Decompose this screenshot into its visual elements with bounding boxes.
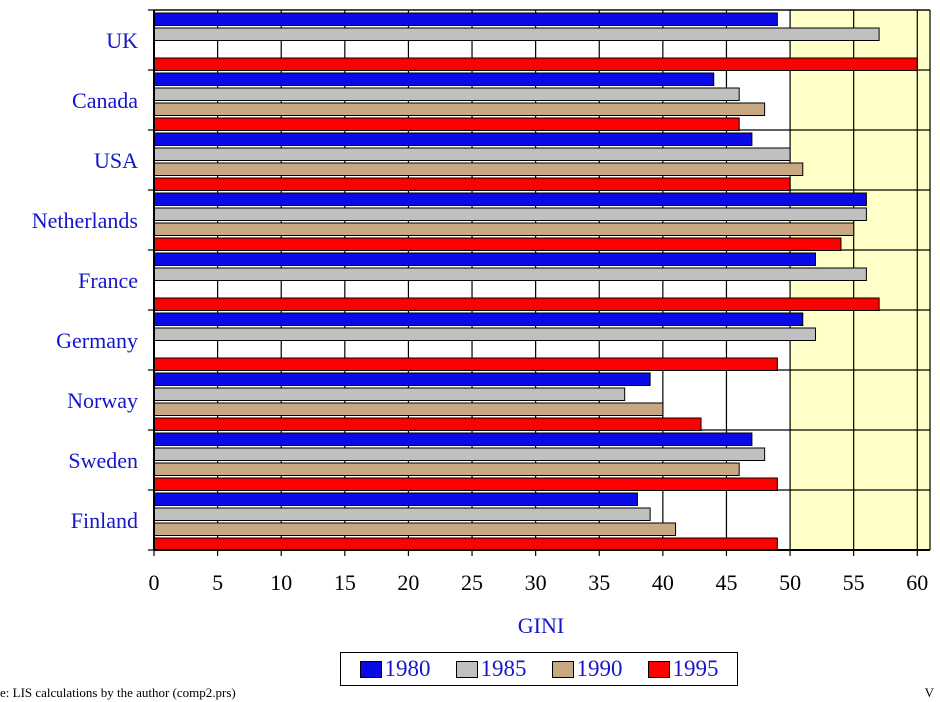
- x-tick-label: 40: [652, 570, 674, 595]
- legend-swatch: [455, 660, 478, 678]
- bar-1985-norway: [153, 387, 626, 401]
- x-tick-label: 50: [779, 570, 801, 595]
- bar-1990-sweden: [153, 462, 740, 476]
- x-tick-label: 15: [334, 570, 356, 595]
- bar-1985-usa: [153, 147, 791, 161]
- x-tick-label: 5: [212, 570, 223, 595]
- legend-label: 1985: [480, 656, 527, 681]
- bar-1980-netherlands: [153, 192, 867, 206]
- bar-1995-norway: [153, 417, 702, 431]
- x-tick-label: 0: [149, 570, 160, 595]
- legend-swatch: [647, 660, 670, 678]
- legend-item-1990: 1990: [551, 656, 623, 682]
- bar-1980-usa: [153, 132, 753, 146]
- bar-1985-sweden: [153, 447, 766, 461]
- bar-1980-canada: [153, 72, 715, 86]
- bar-1995-uk: [153, 57, 918, 71]
- bar-1980-uk: [153, 12, 778, 26]
- x-axis-label: GINI: [518, 613, 564, 638]
- footnote-right: V: [924, 685, 934, 700]
- category-label-canada: Canada: [72, 88, 138, 113]
- chart-legend: 1980 1985 1990 1995: [340, 652, 738, 686]
- x-tick-label: 60: [906, 570, 928, 595]
- legend-item-1995: 1995: [647, 656, 719, 682]
- bar-1995-sweden: [153, 477, 778, 491]
- legend-label: 1990: [576, 656, 623, 681]
- bar-1990-canada: [153, 102, 766, 116]
- legend-label: 1980: [384, 656, 431, 681]
- legend-label: 1995: [672, 656, 719, 681]
- bar-1980-norway: [153, 372, 651, 386]
- bar-1985-france: [153, 267, 867, 281]
- category-label-finland: Finland: [71, 508, 138, 533]
- category-label-germany: Germany: [56, 328, 138, 353]
- source-footnote: e: LIS calculations by the author (comp2…: [0, 685, 236, 700]
- x-tick-label: 45: [715, 570, 737, 595]
- axes: [148, 9, 931, 556]
- bar-1995-france: [153, 297, 880, 311]
- category-label-netherlands: Netherlands: [32, 208, 138, 233]
- x-tick-label: 25: [461, 570, 483, 595]
- x-tick-label: 20: [397, 570, 419, 595]
- bar-1985-uk: [153, 27, 880, 41]
- x-tick-label: 55: [843, 570, 865, 595]
- x-tick-label: 35: [588, 570, 610, 595]
- bar-1995-canada: [153, 117, 740, 131]
- category-labels: UK Canada USA Netherlands France Germany Norwa…: [32, 28, 139, 533]
- legend-swatch: [359, 660, 382, 678]
- bar-1985-canada: [153, 87, 740, 101]
- bar-1980-sweden: [153, 432, 753, 446]
- bar-1980-germany: [153, 312, 804, 326]
- x-tick-labels: 0 5 10 15 20 25 30 35 40 45 50 55 60: [149, 570, 929, 595]
- x-tick-label: 10: [270, 570, 292, 595]
- bar-1990-finland: [153, 522, 677, 536]
- legend-item-1980: 1980: [359, 656, 431, 682]
- category-label-usa: USA: [94, 148, 138, 173]
- category-label-france: France: [78, 268, 138, 293]
- bar-1995-usa: [153, 177, 791, 191]
- bar-1995-finland: [153, 537, 778, 551]
- bar-1995-netherlands: [153, 237, 842, 251]
- bars: [153, 12, 918, 551]
- bar-1985-finland: [153, 507, 651, 521]
- bar-1990-norway: [153, 402, 664, 416]
- bar-1980-finland: [153, 492, 638, 506]
- bar-1980-france: [153, 252, 817, 266]
- bar-1995-germany: [153, 357, 778, 371]
- x-tick-label: 30: [525, 570, 547, 595]
- category-label-uk: UK: [106, 28, 138, 53]
- bar-1985-germany: [153, 327, 817, 341]
- legend-item-1985: 1985: [455, 656, 527, 682]
- legend-swatch: [551, 660, 574, 678]
- category-label-norway: Norway: [67, 388, 138, 413]
- category-label-sweden: Sweden: [68, 448, 138, 473]
- bar-1990-usa: [153, 162, 804, 176]
- bar-1990-netherlands: [153, 222, 855, 236]
- bar-1985-netherlands: [153, 207, 867, 221]
